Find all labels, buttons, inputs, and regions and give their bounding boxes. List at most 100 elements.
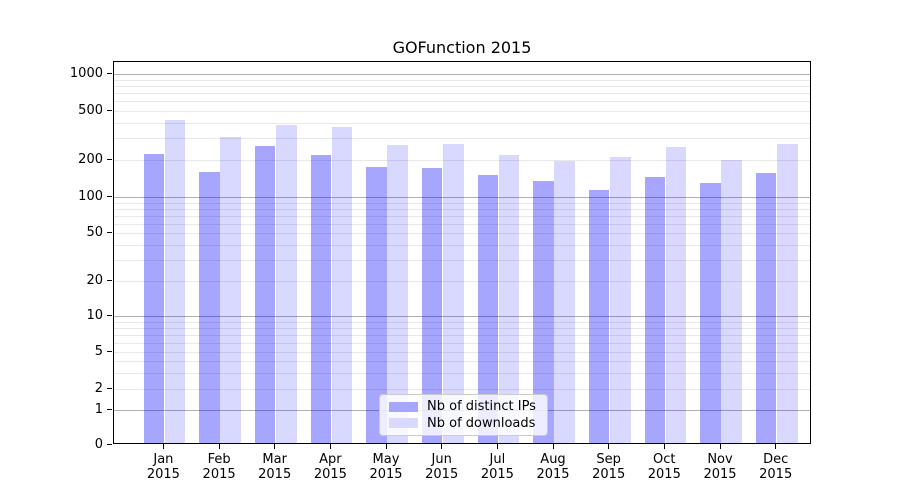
x-tick-year: 2015 xyxy=(536,467,570,482)
x-tick-mark xyxy=(218,444,220,449)
gridline-major xyxy=(114,74,810,75)
x-tick-mark xyxy=(385,444,387,449)
gridline-minor xyxy=(114,93,810,94)
y-tick-mark xyxy=(107,196,112,197)
x-tick-label-mar: Mar 2015 xyxy=(245,452,305,482)
x-tick-label-nov: Nov 2015 xyxy=(690,452,750,482)
x-tick-year: 2015 xyxy=(425,467,459,482)
gridline-minor xyxy=(114,352,810,353)
plot-area xyxy=(113,61,811,444)
bar-distinct-ips-nov xyxy=(700,183,721,443)
x-tick-year: 2015 xyxy=(369,467,403,482)
gridline-minor xyxy=(114,372,810,374)
bar-distinct-ips-mar xyxy=(254,146,276,443)
gridline-minor xyxy=(114,259,810,261)
bar-downloads-nov xyxy=(721,159,742,443)
x-tick-mark xyxy=(162,444,164,449)
y-tick-mark xyxy=(107,280,112,281)
x-tick-label-jan: Jan 2015 xyxy=(133,452,193,482)
gridline-minor xyxy=(114,138,810,140)
x-tick-label-jun: Jun 2015 xyxy=(412,452,472,482)
x-tick-mark xyxy=(663,444,665,449)
x-tick-year: 2015 xyxy=(313,467,347,482)
x-tick-mark xyxy=(775,444,777,449)
bar-distinct-ips-jan xyxy=(143,154,165,443)
gridline-minor xyxy=(114,334,810,336)
x-tick-label-feb: Feb 2015 xyxy=(189,452,249,482)
bar-distinct-ips-feb xyxy=(199,171,220,443)
bar-downloads-jan xyxy=(164,120,186,443)
x-tick-mark xyxy=(552,444,554,449)
gridline-minor xyxy=(114,233,810,234)
y-tick-label: 200 xyxy=(78,151,103,167)
x-tick-mark xyxy=(608,444,610,449)
y-tick-label: 10 xyxy=(86,307,103,323)
y-tick-label: 50 xyxy=(86,224,103,240)
x-tick-month: Apr xyxy=(319,452,342,467)
x-tick-mark xyxy=(719,444,721,449)
x-tick-year: 2015 xyxy=(592,467,626,482)
gridline-minor xyxy=(114,208,810,210)
y-tick-mark xyxy=(107,73,112,74)
gridline-major xyxy=(114,197,810,198)
y-tick-mark xyxy=(107,351,112,352)
bar-downloads-aug xyxy=(554,160,575,443)
gridline-minor xyxy=(114,79,810,81)
gridline-minor xyxy=(114,202,810,204)
x-tick-year: 2015 xyxy=(703,467,737,482)
bar-distinct-ips-aug xyxy=(533,181,554,443)
y-tick-label: 500 xyxy=(78,102,103,118)
y-tick-mark xyxy=(107,159,112,160)
x-tick-year: 2015 xyxy=(647,467,681,482)
chart-title: GOFunction 2015 xyxy=(392,38,532,57)
legend-swatch-downloads xyxy=(389,418,418,429)
gridline-minor xyxy=(114,281,810,282)
bar-downloads-mar xyxy=(276,125,297,443)
legend: Nb of distinct IPs Nb of downloads xyxy=(379,394,548,436)
gridline-minor xyxy=(114,160,810,161)
x-tick-year: 2015 xyxy=(258,467,292,482)
gridline-minor xyxy=(114,321,810,323)
y-tick-label: 1000 xyxy=(69,65,103,81)
bar-downloads-sep xyxy=(610,156,631,443)
legend-label-downloads: Nb of downloads xyxy=(427,415,536,431)
y-tick-label: 0 xyxy=(94,436,103,452)
y-tick-label: 1 xyxy=(94,401,103,417)
x-tick-year: 2015 xyxy=(480,467,514,482)
y-tick-label: 20 xyxy=(86,272,103,288)
x-tick-year: 2015 xyxy=(146,467,180,482)
bar-distinct-ips-may xyxy=(366,166,387,443)
x-tick-year: 2015 xyxy=(759,467,793,482)
x-tick-label-sep: Sep 2015 xyxy=(579,452,639,482)
bar-downloads-jun xyxy=(443,144,464,443)
x-tick-month: Feb xyxy=(207,452,231,467)
y-tick-label: 2 xyxy=(94,380,103,396)
legend-swatch-distinct-ips xyxy=(389,401,418,412)
bar-downloads-feb xyxy=(220,137,241,443)
x-tick-label-may: May 2015 xyxy=(356,452,416,482)
x-tick-mark xyxy=(496,444,498,449)
y-tick-mark xyxy=(107,315,112,316)
x-tick-month: Oct xyxy=(653,452,676,467)
y-tick-mark xyxy=(107,232,112,233)
x-tick-mark xyxy=(329,444,331,449)
gridline-minor xyxy=(114,244,810,246)
bar-downloads-jul xyxy=(498,155,520,443)
x-tick-label-aug: Aug 2015 xyxy=(523,452,583,482)
x-tick-month: Mar xyxy=(262,452,287,467)
bar-downloads-oct xyxy=(665,147,687,443)
y-tick-label: 5 xyxy=(94,343,103,359)
bar-distinct-ips-jun xyxy=(421,168,443,443)
y-tick-mark xyxy=(107,388,112,389)
x-tick-month: Sep xyxy=(596,452,621,467)
legend-item-downloads: Nb of downloads xyxy=(389,416,538,431)
gridline-minor xyxy=(114,101,810,103)
x-tick-year: 2015 xyxy=(202,467,236,482)
x-tick-mark xyxy=(441,444,443,449)
x-tick-label-dec: Dec 2015 xyxy=(746,452,806,482)
x-tick-month: Jul xyxy=(489,452,506,467)
bar-distinct-ips-apr xyxy=(310,155,332,443)
bar-distinct-ips-dec xyxy=(755,173,777,443)
gridline-major xyxy=(114,316,810,317)
